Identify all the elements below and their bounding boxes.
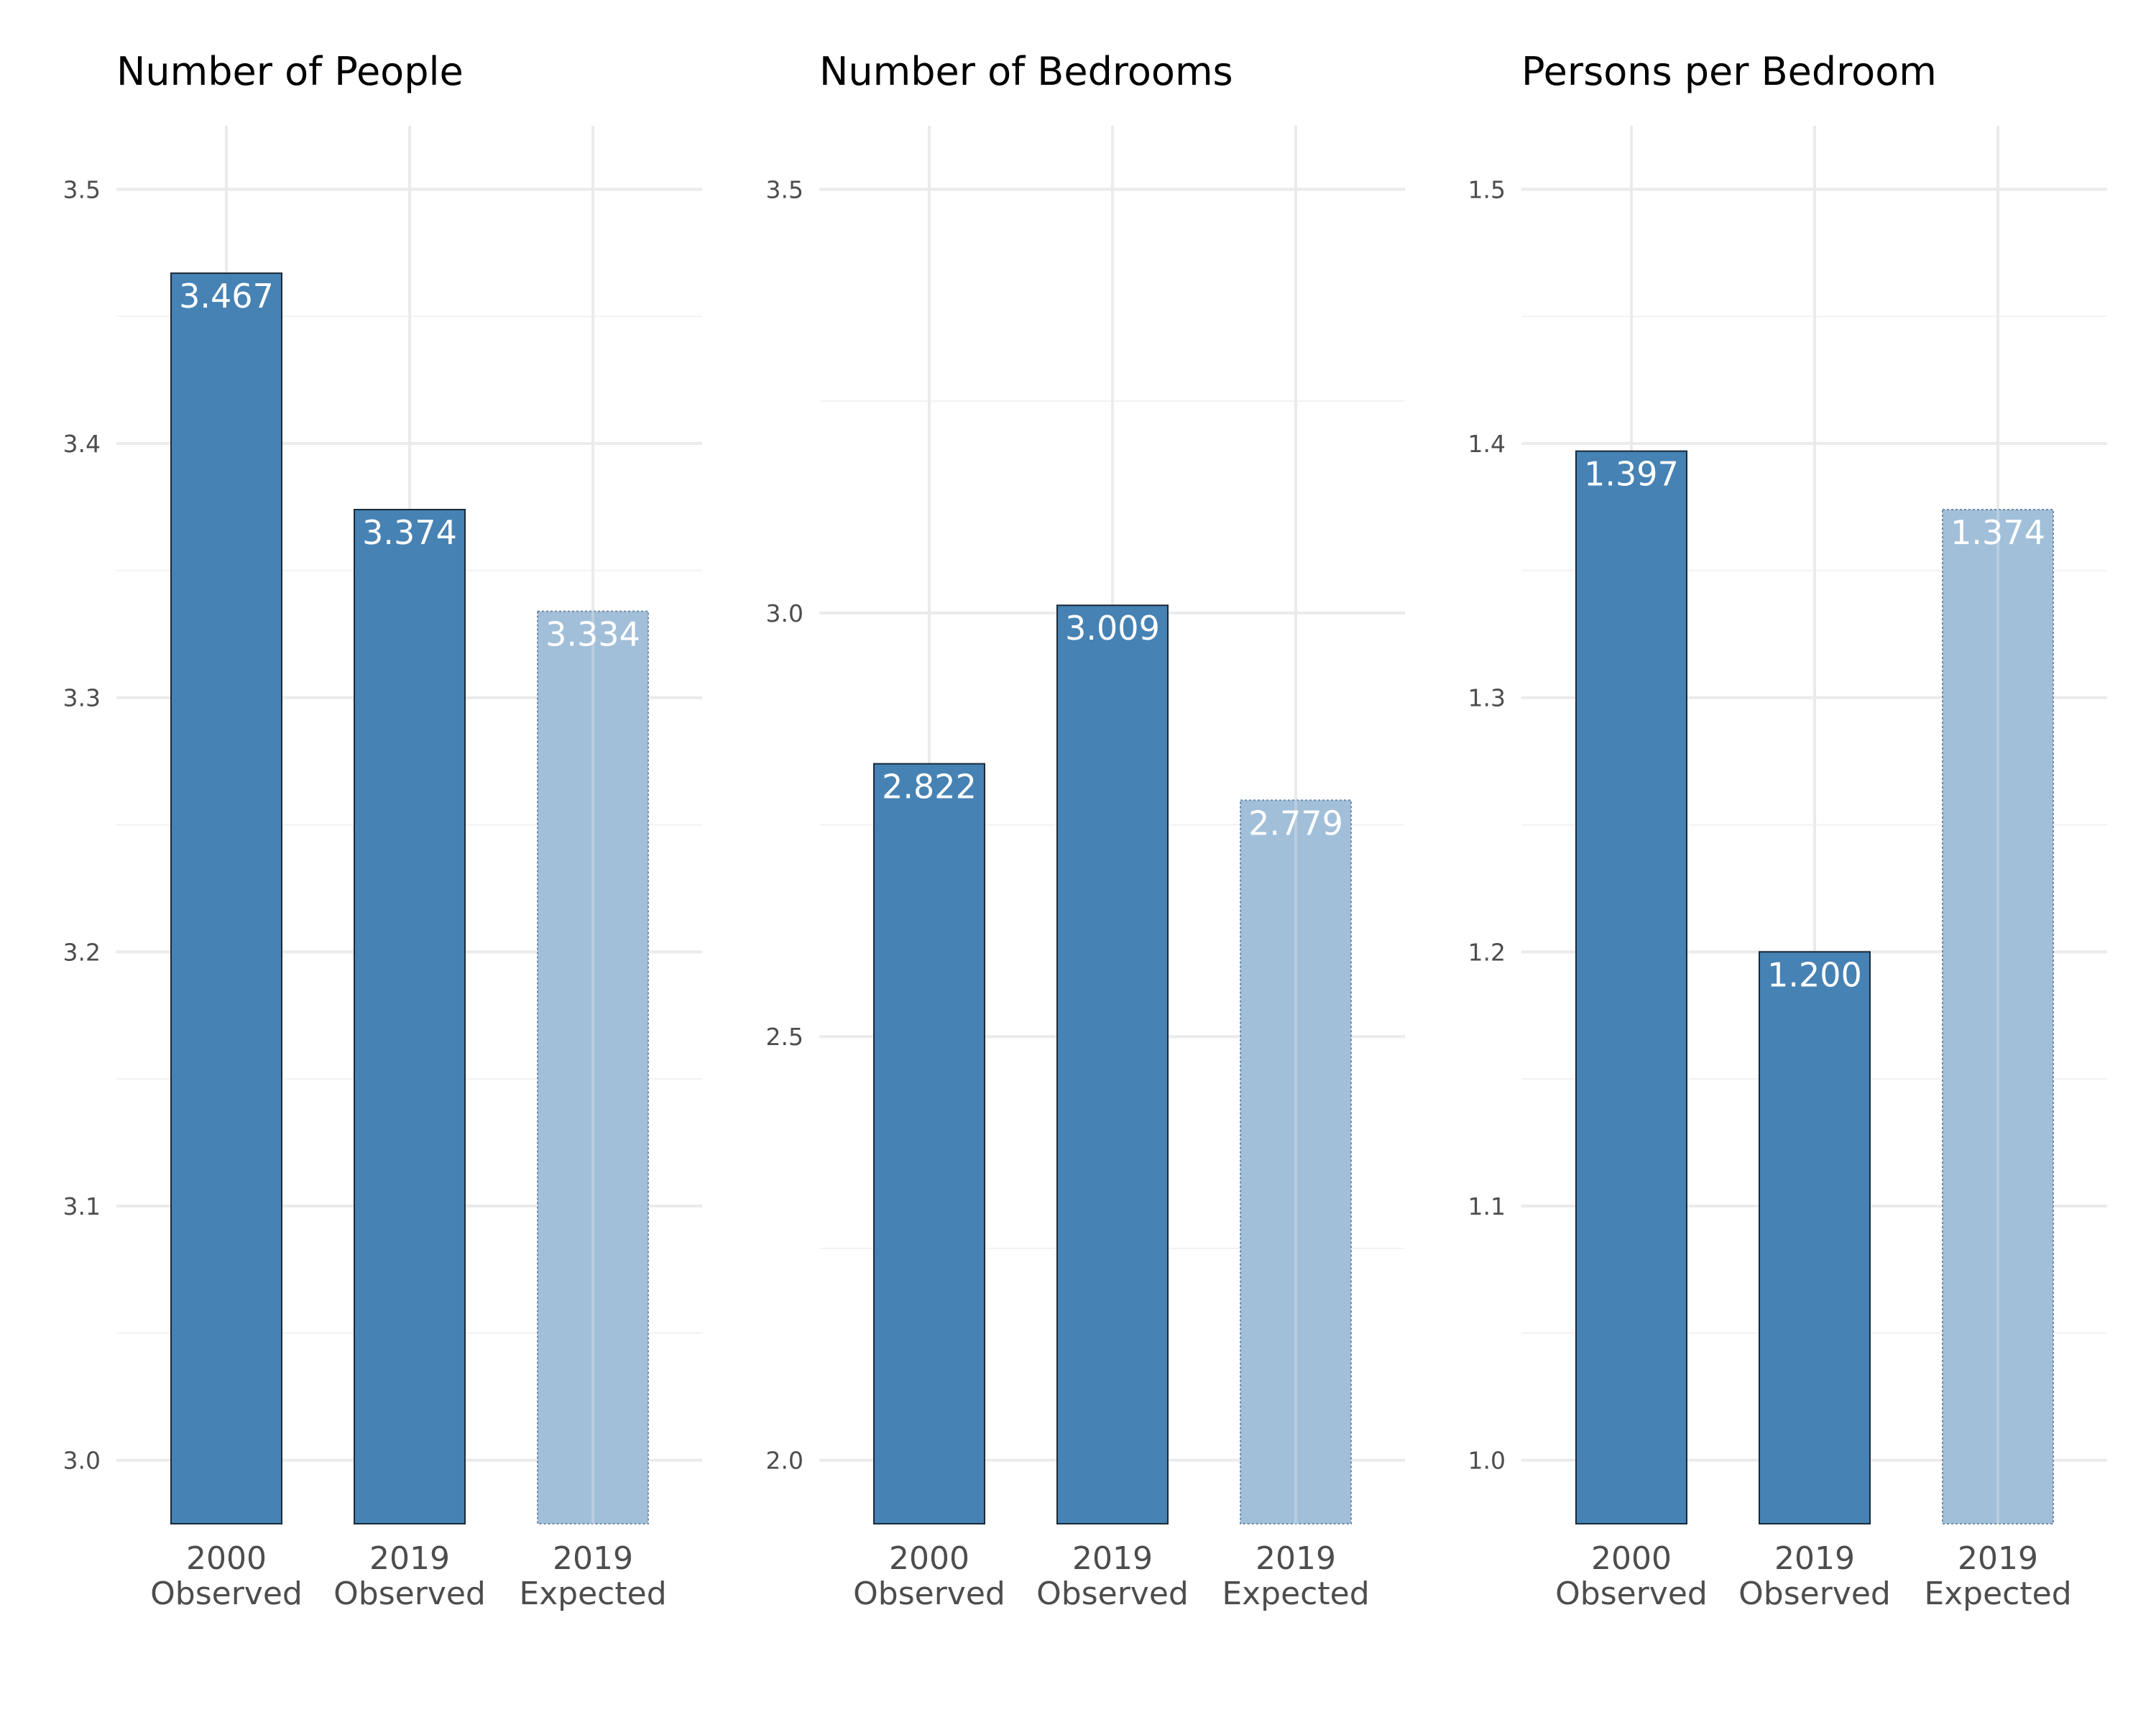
y-tick-label: 3.3: [63, 684, 101, 712]
x-tick-label: Expected: [519, 1576, 666, 1612]
panel-title: Persons per Bedroom: [1521, 49, 1937, 94]
x-tick-label: 2019: [1072, 1540, 1153, 1577]
y-tick-label: 1.2: [1468, 938, 1506, 966]
x-tick-label: Observed: [853, 1576, 1005, 1612]
bar: [1056, 604, 1169, 1524]
x-tick-label: 2019: [369, 1540, 450, 1577]
x-tick-label: 2000: [186, 1540, 267, 1577]
x-tick-label: Observed: [1738, 1576, 1891, 1612]
x-tick-label: Observed: [333, 1576, 486, 1612]
bar-value-label: 1.200: [1767, 955, 1862, 994]
y-tick-label: 3.4: [63, 430, 101, 458]
panel-title: Number of Bedrooms: [819, 49, 1233, 94]
y-tick-label: 1.1: [1468, 1192, 1506, 1220]
chart-panel: Number of People 3.0 3.1 3.2 3.3 3.4 3.5 3.467 2…: [63, 49, 702, 1612]
bar: [1575, 450, 1687, 1524]
y-tick-label: 3.0: [63, 1447, 101, 1475]
bar-value-label: 3.467: [179, 277, 274, 316]
x-tick-label: Observed: [150, 1576, 303, 1612]
y-tick-label: 2.5: [766, 1023, 803, 1051]
x-tick-label: 2019: [553, 1540, 633, 1577]
y-tick-label: 3.2: [63, 938, 101, 966]
x-tick-label: Observed: [1555, 1576, 1708, 1612]
bar: [1759, 951, 1871, 1525]
y-tick-label: 2.0: [766, 1447, 803, 1475]
y-tick-label: 1.0: [1468, 1447, 1506, 1475]
y-tick-label: 1.3: [1468, 684, 1506, 712]
y-tick-label: 3.0: [766, 599, 803, 627]
bar-value-label: 3.009: [1065, 609, 1160, 648]
x-tick-label: 2019: [1256, 1540, 1336, 1577]
bar-value-label: 2.779: [1248, 804, 1343, 842]
bar-value-label: 1.397: [1584, 455, 1679, 494]
x-tick-label: 2019: [1774, 1540, 1855, 1577]
y-tick-label: 1.5: [1468, 175, 1506, 203]
x-tick-label: 2000: [1591, 1540, 1672, 1577]
bar: [354, 508, 466, 1524]
panel-title: Number of People: [116, 49, 464, 94]
bar-value-label: 3.374: [362, 513, 457, 552]
bar-value-label: 2.822: [882, 768, 977, 806]
x-tick-label: Observed: [1036, 1576, 1189, 1612]
bar-value-label: 3.334: [545, 615, 640, 653]
x-tick-label: 2000: [889, 1540, 969, 1577]
chart-panel: Persons per Bedroom 1.0 1.1 1.2 1.3 1.4 1.5 1.3…: [1468, 49, 2107, 1612]
x-tick-label: 2019: [1958, 1540, 2038, 1577]
y-tick-label: 3.5: [63, 175, 101, 203]
y-tick-label: 1.4: [1468, 430, 1506, 458]
bar: [873, 763, 985, 1524]
chart-panel: Number of Bedrooms2.02.53.03.52.8222000O…: [766, 49, 1405, 1612]
bar-value-label: 1.374: [1950, 513, 2045, 552]
bar: [170, 272, 282, 1524]
x-tick-label: Expected: [1222, 1576, 1369, 1612]
y-tick-label: 3.1: [63, 1192, 101, 1220]
y-tick-label: 3.5: [766, 175, 803, 203]
x-tick-label: Expected: [1924, 1576, 2071, 1612]
